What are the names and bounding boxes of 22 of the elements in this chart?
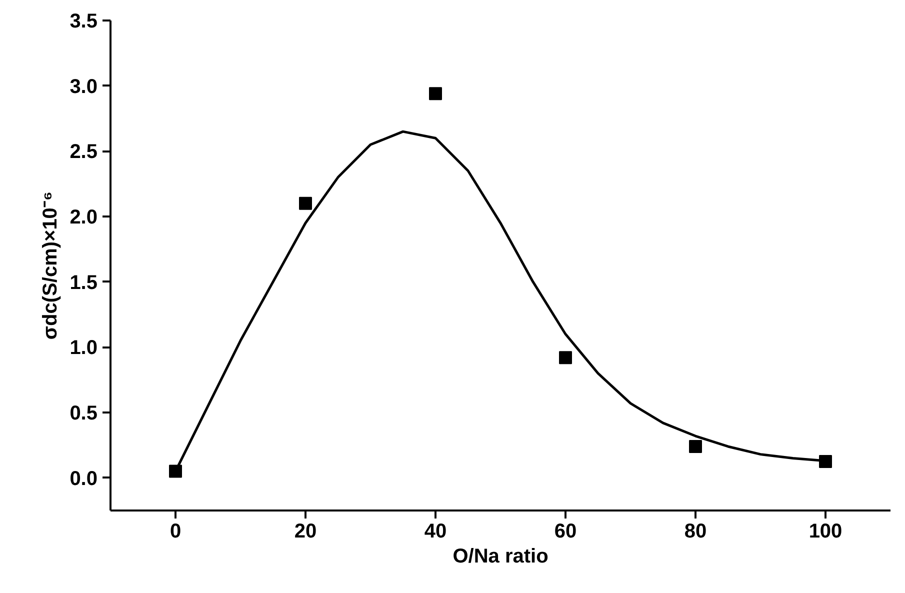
- y-tick-label: 3.0: [70, 76, 98, 98]
- point: [559, 351, 572, 364]
- y-tick-label: 0.0: [70, 468, 98, 490]
- x-tick-label: 40: [424, 520, 447, 542]
- x-axis-title: O/Na ratio: [452, 546, 548, 568]
- y-tick-label: 1.5: [70, 272, 98, 294]
- y-tick-label: 0.5: [70, 402, 98, 424]
- point: [819, 455, 832, 468]
- point: [429, 87, 442, 100]
- x-tick-label: 0: [170, 520, 182, 542]
- point: [299, 196, 312, 210]
- point: [689, 440, 702, 453]
- y-tick-label: 3.5: [70, 10, 98, 32]
- y-tick-label: 2.0: [70, 206, 98, 228]
- x-tick-label: 20: [294, 520, 317, 542]
- y-tick-label: 2.5: [70, 141, 98, 164]
- y-axis-title: σdc(S/cm)×10⁻⁶: [40, 191, 62, 340]
- x-tick-label: 100: [808, 520, 842, 542]
- y-tick-label: 1.0: [70, 337, 98, 360]
- x-tick-label: 80: [684, 520, 707, 542]
- x-tick-label: 60: [554, 520, 577, 542]
- point: [169, 464, 182, 478]
